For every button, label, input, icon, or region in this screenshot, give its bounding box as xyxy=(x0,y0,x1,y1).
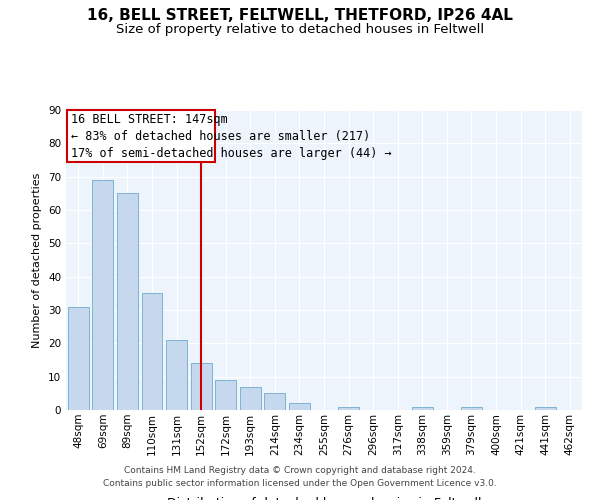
Bar xyxy=(265,394,286,410)
Text: 16 BELL STREET: 147sqm
← 83% of detached houses are smaller (217)
17% of semi-de: 16 BELL STREET: 147sqm ← 83% of detached… xyxy=(71,112,392,160)
Bar xyxy=(338,406,359,410)
Bar xyxy=(461,406,482,410)
Bar xyxy=(166,340,187,410)
Text: Contains HM Land Registry data © Crown copyright and database right 2024.
Contai: Contains HM Land Registry data © Crown c… xyxy=(103,466,497,487)
Bar xyxy=(117,194,138,410)
Bar xyxy=(142,294,163,410)
Bar xyxy=(412,406,433,410)
Bar xyxy=(68,306,89,410)
X-axis label: Distribution of detached houses by size in Feltwell: Distribution of detached houses by size … xyxy=(167,496,481,500)
Bar xyxy=(215,380,236,410)
Bar xyxy=(240,386,261,410)
Bar xyxy=(191,364,212,410)
Bar xyxy=(535,406,556,410)
Bar xyxy=(289,404,310,410)
Bar xyxy=(92,180,113,410)
Text: Size of property relative to detached houses in Feltwell: Size of property relative to detached ho… xyxy=(116,22,484,36)
FancyBboxPatch shape xyxy=(67,110,215,162)
Text: 16, BELL STREET, FELTWELL, THETFORD, IP26 4AL: 16, BELL STREET, FELTWELL, THETFORD, IP2… xyxy=(87,8,513,22)
Y-axis label: Number of detached properties: Number of detached properties xyxy=(32,172,43,348)
